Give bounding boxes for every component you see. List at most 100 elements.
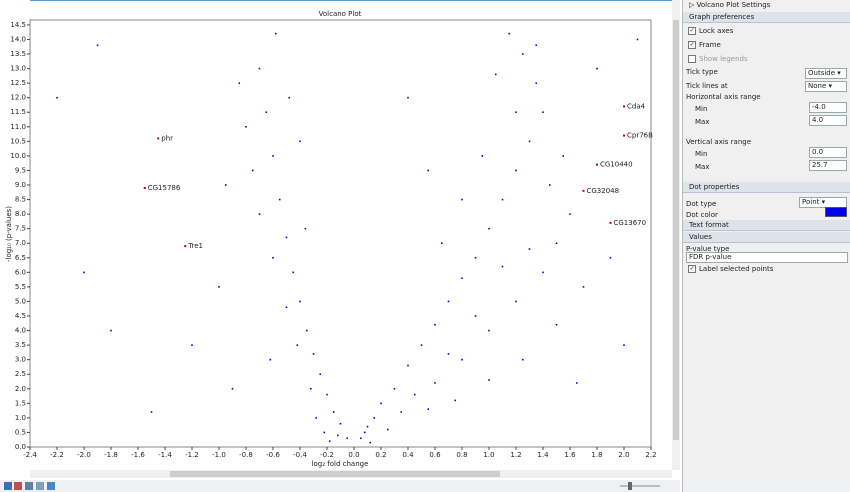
scroll-thumb[interactable] <box>170 471 500 477</box>
x-tick-label: 0.4 <box>402 451 414 459</box>
data-point <box>393 387 396 390</box>
labeled-point <box>143 186 146 189</box>
x-tick-label: 1.4 <box>537 451 549 459</box>
labeled-point <box>623 134 625 137</box>
data-point <box>312 353 315 355</box>
color-swatch[interactable] <box>825 207 847 217</box>
data-point <box>364 431 366 434</box>
data-point <box>623 344 625 346</box>
field-label: Max <box>695 118 710 126</box>
data-point <box>369 441 371 444</box>
data-point <box>191 344 193 346</box>
data-point <box>319 373 322 376</box>
data-point <box>447 300 450 303</box>
x-axis-label: log₂ fold change <box>312 460 369 468</box>
checkbox-row[interactable]: Show legends <box>683 55 850 63</box>
y-tick-label: 0.5 <box>15 428 26 436</box>
y-tick-label: 10.5 <box>10 137 26 145</box>
data-point <box>285 306 288 309</box>
plot-frame <box>29 19 652 448</box>
data-point <box>413 393 416 396</box>
data-point <box>310 387 312 390</box>
point-label: CG15786 <box>148 184 181 192</box>
data-point <box>528 248 531 250</box>
data-point <box>542 111 544 114</box>
checkbox[interactable]: ✓ <box>688 41 696 49</box>
field-label: Vertical axis range <box>686 138 752 146</box>
scroll-thumb[interactable] <box>673 20 679 440</box>
data-point <box>420 344 423 346</box>
chart-title: Volcano Plot <box>319 10 362 18</box>
data-point <box>231 387 234 390</box>
data-point <box>569 213 571 215</box>
data-point <box>56 96 58 99</box>
checkbox[interactable]: ✓ <box>688 27 696 35</box>
data-point <box>542 271 544 274</box>
section-header[interactable]: Values <box>683 232 850 243</box>
labeled-point <box>609 221 612 224</box>
text-input[interactable]: 0.0 <box>809 147 847 158</box>
section-header[interactable]: Text format <box>683 220 850 231</box>
data-point <box>110 329 112 332</box>
section-header[interactable]: Dot properties <box>683 182 850 193</box>
data-point <box>285 236 288 239</box>
text-input[interactable]: -4.0 <box>809 102 847 113</box>
y-tick-label: 9.0 <box>15 181 26 189</box>
data-point <box>488 329 490 332</box>
data-point <box>535 82 538 84</box>
dropdown-value: FDR p-value <box>689 253 732 261</box>
data-point <box>474 315 477 317</box>
data-point <box>447 353 450 355</box>
dropdown-value: Point <box>802 198 820 206</box>
view-icon[interactable] <box>47 482 55 490</box>
x-tick-label: 1.0 <box>483 451 494 459</box>
y-tick-label: 6.5 <box>15 254 26 262</box>
point-label: Cpr76B <box>627 132 653 140</box>
data-point <box>596 67 598 70</box>
view-icon[interactable] <box>36 482 44 490</box>
data-point <box>150 411 153 413</box>
chart: Volcano Plot -log₁₀ (p-values) log₂ fold… <box>0 0 680 492</box>
text-input[interactable]: 25.7 <box>809 160 847 171</box>
data-point <box>272 155 274 157</box>
checkbox-label: Label selected points <box>699 265 774 273</box>
x-tick-label: -1.4 <box>158 451 172 459</box>
y-tick-label: 13.0 <box>10 65 26 73</box>
dropdown[interactable]: Outside ▾ <box>805 68 847 79</box>
checkbox[interactable]: ✓ <box>688 265 696 273</box>
data-point <box>555 323 558 326</box>
dropdown[interactable]: Point ▾ <box>799 197 847 208</box>
dropdown[interactable]: None ▾ <box>805 81 847 92</box>
section-header[interactable]: Graph preferences <box>683 12 850 23</box>
data-point <box>555 242 558 245</box>
x-tick-label: 2.2 <box>645 451 656 459</box>
view-icon[interactable] <box>14 482 22 490</box>
data-point <box>373 417 376 419</box>
point-label: Cda4 <box>627 102 646 110</box>
checkbox-row[interactable]: ✓ Lock axes <box>683 27 850 35</box>
data-point <box>461 198 463 201</box>
field-label: Dot color <box>686 211 718 219</box>
view-icon[interactable] <box>25 482 33 490</box>
view-icon[interactable] <box>4 482 12 490</box>
y-tick-label: 11.5 <box>10 108 26 116</box>
data-point <box>315 417 317 419</box>
text-input[interactable]: 4.0 <box>809 115 847 126</box>
y-tick-label: 1.0 <box>15 414 26 422</box>
zoom-handle[interactable] <box>628 482 632 490</box>
data-point <box>521 358 524 361</box>
data-point <box>508 32 511 35</box>
point-label: CG10440 <box>600 161 633 169</box>
y-tick-label: 14.5 <box>10 21 26 29</box>
checkbox-row[interactable]: ✓ Label selected points <box>683 265 850 273</box>
dropdown[interactable]: FDR p-value <box>686 252 848 263</box>
data-point <box>488 227 490 230</box>
dropdown-value: None <box>808 82 827 90</box>
dropdown-value: Outside <box>808 69 836 77</box>
y-tick-label: 3.0 <box>15 356 26 364</box>
checkbox[interactable] <box>688 55 696 63</box>
data-point <box>461 358 463 361</box>
y-tick-label: 3.5 <box>15 341 26 349</box>
data-point <box>337 434 339 437</box>
checkbox-row[interactable]: ✓ Frame <box>683 41 850 49</box>
